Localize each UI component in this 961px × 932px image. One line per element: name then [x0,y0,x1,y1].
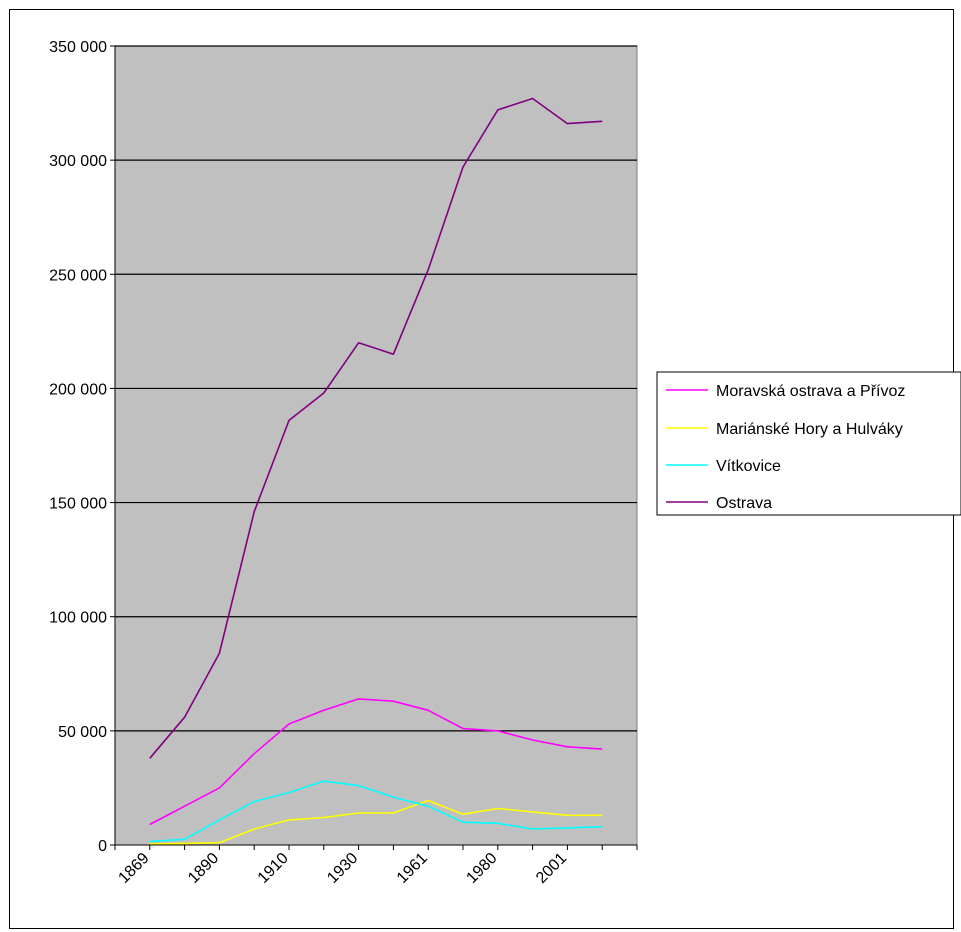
series-line-1 [149,799,603,845]
x-tick-label: 1869 [115,850,152,887]
y-tick-label: 0 [98,838,107,855]
x-tick-label: 1890 [185,850,222,887]
x-tick-label: 2001 [533,850,570,887]
series-lines [149,97,603,845]
y-tick-label: 100 000 [49,610,107,627]
gridlines [115,45,637,732]
legend-label-moravska: Moravská ostrava a Přívoz [716,383,905,400]
series-line-3 [149,97,603,759]
y-axis: 0 50 000 100 000 150 000 200 000 250 000 300 0… [49,39,116,855]
series-line-0 [149,698,603,826]
x-tick-label: 1961 [394,850,431,887]
x-tick-label: 1930 [324,850,361,887]
y-tick-label: 300 000 [49,153,107,170]
series-line-2 [149,780,603,843]
plot-area [114,45,638,846]
y-tick-label: 200 000 [49,381,107,398]
y-tick-label: 250 000 [49,267,107,284]
x-tick-label: 1910 [255,850,292,887]
x-axis: 1869 1890 1910 1930 1961 1980 2001 [114,844,638,887]
legend-box [656,371,961,516]
y-tick-label: 350 000 [49,39,107,56]
legend: Moravská ostrava a Přívoz Mariánské Hory… [656,371,961,516]
legend-label-ostrava: Ostrava [716,495,772,512]
y-tick-label: 150 000 [49,496,107,513]
legend-label-marianske: Mariánské Hory a Hulváky [716,421,903,438]
legend-label-vitkovice: Vítkovice [716,458,781,475]
x-tick-label: 1980 [463,850,500,887]
y-tick-label: 50 000 [58,724,107,741]
